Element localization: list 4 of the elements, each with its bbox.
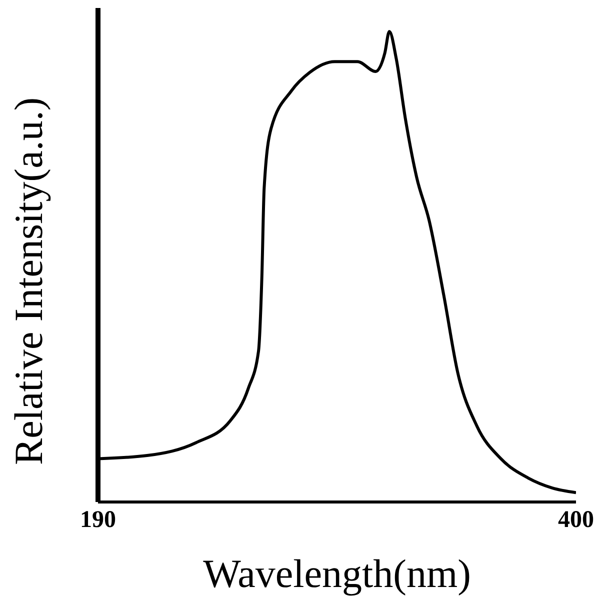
y-axis-title: Relative Intensity(a.u.) xyxy=(6,97,52,465)
x-tick-label: 400 xyxy=(558,507,594,534)
x-tick-label: 190 xyxy=(80,507,116,534)
x-axis-title: Wavelength(nm) xyxy=(203,551,471,596)
